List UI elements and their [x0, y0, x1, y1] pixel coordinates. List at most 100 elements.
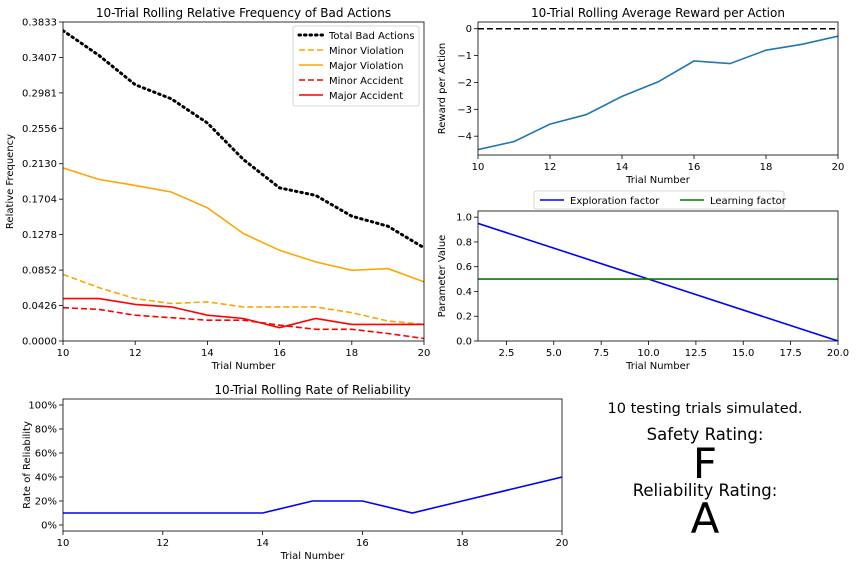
y-tick-label: 0.1278 [22, 230, 57, 241]
legend-label: Exploration factor [570, 196, 660, 207]
series-line-major-accident [63, 297, 424, 329]
y-tick-label: 0.0426 [22, 301, 57, 312]
x-tick-label: 12 [129, 348, 142, 359]
y-tick-label: 0.0 [456, 337, 472, 348]
x-tick-label: 12 [544, 162, 557, 173]
y-tick-label: 40% [35, 473, 57, 484]
x-tick-label: 10 [472, 162, 485, 173]
y-tick-label: −4 [457, 132, 472, 143]
y-tick-label: 0.1704 [22, 195, 57, 206]
x-tick-label: 20 [556, 538, 569, 549]
y-tick-label: 0.6 [456, 262, 472, 273]
x-tick-label: 20 [418, 348, 431, 359]
x-axis-label: Trial Number [625, 175, 691, 186]
y-tick-label: 0.8 [456, 237, 472, 248]
legend: Exploration factor Learning factor [533, 190, 787, 210]
legend-frame [533, 190, 785, 210]
legend-label: Major Accident [329, 91, 403, 102]
y-tick-label: 20% [35, 497, 57, 508]
legend-label: Minor Accident [329, 76, 403, 87]
x-tick-label: 7.5 [593, 348, 609, 359]
plot-frame [62, 398, 563, 532]
x-tick-label: 14 [256, 538, 269, 549]
plot-area [478, 222, 838, 341]
plot-area [63, 476, 562, 514]
chart-title: 10-Trial Rolling Average Reward per Acti… [531, 6, 785, 20]
x-tick-label: 5.0 [546, 348, 562, 359]
y-tick-label: 0.0000 [22, 337, 57, 348]
x-tick-label: 15.0 [732, 348, 754, 359]
plot-area [478, 27, 838, 151]
x-axis-label: Trial Number [280, 551, 346, 562]
y-tick-label: −3 [457, 105, 472, 116]
x-tick-label: 14 [616, 162, 629, 173]
chart-4: 10 12 14 16 18 20 0% 20% 40% 60% 80% 100% 10-Trial R… [22, 383, 568, 562]
y-tick-label: 0.2 [456, 312, 472, 323]
y-tick-label: 0.0852 [22, 266, 57, 277]
safety-rating-grade: F [693, 439, 717, 488]
x-tick-label: 10.0 [637, 348, 659, 359]
series-line-minor-violation [63, 273, 424, 326]
x-tick-label: 20.0 [827, 348, 849, 359]
x-tick-label: 2.5 [498, 348, 514, 359]
trials-summary-text: 10 testing trials simulated. [608, 401, 803, 417]
x-tick-label: 17.5 [779, 348, 801, 359]
plot-frame [477, 21, 839, 156]
legend-label: Major Violation [329, 61, 404, 72]
x-tick-label: 10 [57, 348, 70, 359]
x-tick-label: 16 [356, 538, 369, 549]
series-line-major-violation [63, 167, 424, 283]
legend-label: Total Bad Actions [328, 31, 415, 42]
y-tick-label: 0.4 [456, 287, 472, 298]
reliability-rating-grade: A [691, 494, 720, 543]
plot-frame [477, 210, 839, 342]
y-axis-label: Relative Frequency [5, 134, 16, 229]
x-axis-label: Trial Number [211, 361, 277, 372]
chart-title: 10-Trial Rolling Rate of Reliability [214, 383, 410, 397]
legend: Total Bad Actions Minor Violation Major Vi… [292, 25, 420, 107]
chart-1: 10 12 14 16 18 20 0.0000 0.0426 0.0852 0.1278 0.17… [5, 6, 430, 372]
y-tick-label: 0.2556 [22, 124, 57, 135]
series-line-series-1 [63, 476, 562, 514]
x-tick-label: 16 [273, 348, 286, 359]
y-tick-label: 1.0 [456, 213, 472, 224]
x-tick-label: 12.5 [685, 348, 707, 359]
chart-2: 10 12 14 16 18 20 0 −1 −2 −3 −4 10-Trial Rolling Av… [437, 6, 844, 186]
y-tick-label: 0.3407 [22, 53, 57, 64]
x-axis-label: Trial Number [625, 361, 691, 372]
chart-3: 2.5 5.0 7.5 10.0 12.5 15.0 17.5 20.0 0.0 0.2 0.4 0.… [437, 190, 849, 372]
plot-frame [62, 21, 425, 342]
y-tick-label: −2 [457, 78, 472, 89]
y-tick-label: 60% [35, 449, 57, 460]
x-tick-label: 16 [688, 162, 701, 173]
y-tick-label: 0 [466, 24, 472, 35]
x-tick-label: 20 [832, 162, 845, 173]
y-tick-label: 0% [41, 521, 57, 532]
x-tick-label: 14 [201, 348, 214, 359]
reliability-rating-label: Reliability Rating: [633, 481, 778, 500]
x-tick-label: 10 [57, 538, 70, 549]
plot-area [63, 29, 424, 340]
y-tick-label: 0.2981 [22, 88, 57, 99]
series-line-minor-accident [63, 306, 424, 340]
legend-label: Minor Violation [329, 46, 404, 57]
y-tick-label: 0.3833 [22, 18, 57, 29]
y-axis-label: Rate of Reliability [22, 421, 33, 509]
legend-frame [292, 25, 420, 107]
series-line-series-1 [478, 35, 838, 151]
y-tick-label: 80% [35, 425, 57, 436]
safety-rating-label: Safety Rating: [647, 425, 764, 444]
x-tick-label: 18 [456, 538, 469, 549]
y-axis-label: Parameter Value [437, 235, 448, 318]
y-tick-label: −1 [457, 51, 472, 62]
legend-label: Learning factor [710, 196, 787, 207]
x-tick-label: 12 [156, 538, 169, 549]
series-line-exploration-factor [478, 222, 838, 341]
chart-title: 10-Trial Rolling Relative Frequency of B… [96, 6, 391, 20]
y-axis-label: Reward per Action [437, 43, 448, 135]
y-tick-label: 0.2130 [22, 159, 57, 170]
x-tick-label: 18 [345, 348, 358, 359]
x-tick-label: 18 [760, 162, 773, 173]
y-tick-label: 100% [28, 401, 57, 412]
